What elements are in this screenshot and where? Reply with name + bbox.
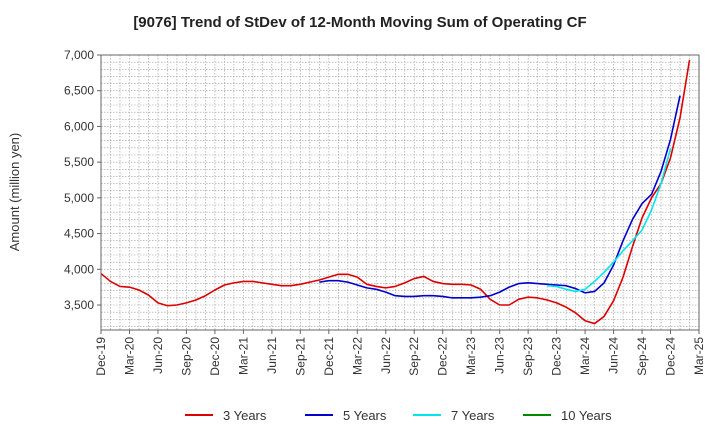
x-tick-label: Jun-21: [265, 337, 279, 374]
y-tick-label: 5,500: [64, 155, 94, 169]
plot-frame: [100, 54, 700, 331]
series-layer: [100, 59, 691, 325]
x-tick-label: Sep-22: [407, 337, 421, 376]
x-tick-label: Jun-23: [493, 337, 507, 374]
x-tick-label: Mar-25: [692, 337, 706, 375]
x-tick-label: Mar-21: [236, 337, 250, 375]
x-tick-label: Jun-22: [379, 337, 393, 374]
legend-label-7-years: 7 Years: [451, 408, 495, 423]
legend-label-5-years: 5 Years: [343, 408, 387, 423]
x-tick-label: Mar-24: [578, 337, 592, 375]
legend: 3 Years 5 Years 7 Years 10 Years: [185, 408, 612, 423]
series-line-3-years: [100, 59, 691, 325]
x-tick-label: Dec-20: [208, 337, 222, 376]
x-tick-label: Mar-20: [122, 337, 136, 375]
grid-layer: [100, 54, 700, 330]
y-tick-label: 7,000: [64, 48, 94, 62]
y-axis-ticks: 3,500 4,000 4,500 5,000 5,500 6,000 6,500 7,000: [64, 48, 101, 312]
x-tick-label: Mar-23: [464, 337, 478, 375]
legend-label-3-years: 3 Years: [223, 408, 267, 423]
y-tick-label: 3,500: [64, 298, 94, 312]
x-tick-label: Jun-20: [151, 337, 165, 374]
y-tick-label: 4,000: [64, 262, 94, 276]
series-line-7-years: [547, 148, 672, 293]
x-tick-label: Dec-23: [550, 337, 564, 376]
x-tick-label: Dec-19: [94, 337, 108, 376]
x-tick-label: Jun-24: [607, 337, 621, 374]
y-tick-label: 6,000: [64, 119, 94, 133]
series-line-5-years: [319, 95, 681, 299]
x-tick-label: Sep-23: [521, 337, 535, 376]
x-tick-label: Dec-22: [436, 337, 450, 376]
y-tick-label: 4,500: [64, 227, 94, 241]
x-axis-ticks: Dec-19 Mar-20 Jun-20 Sep-20 Dec-20 Mar-21 Jun-…: [94, 330, 706, 376]
y-tick-label: 6,500: [64, 84, 94, 98]
x-tick-label: Sep-24: [635, 337, 649, 376]
x-tick-label: Dec-21: [322, 337, 336, 376]
y-tick-label: 5,000: [64, 191, 94, 205]
x-tick-label: Sep-20: [179, 337, 193, 376]
legend-label-10-years: 10 Years: [561, 408, 612, 423]
x-tick-label: Sep-21: [293, 337, 307, 376]
x-tick-label: Dec-24: [664, 337, 678, 376]
chart-title: [9076] Trend of StDev of 12-Month Moving…: [133, 14, 587, 31]
x-tick-label: Mar-22: [350, 337, 364, 375]
y-axis-title: Amount (million yen): [7, 133, 22, 252]
